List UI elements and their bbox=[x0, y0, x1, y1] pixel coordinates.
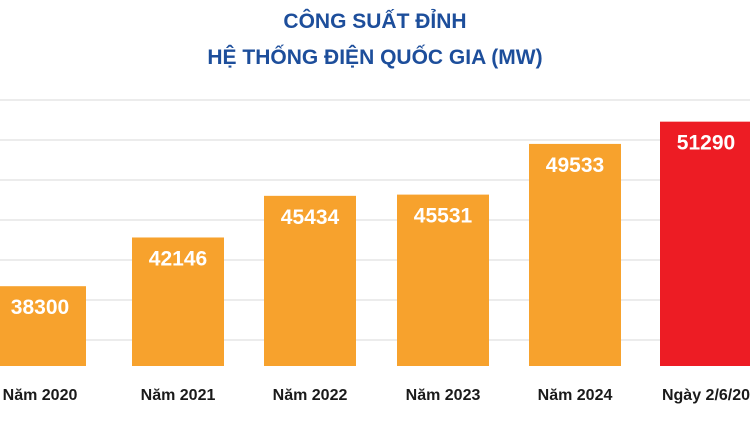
data-label: 45531 bbox=[414, 205, 473, 228]
category-label: Năm 2024 bbox=[538, 387, 613, 404]
category-label: Năm 2023 bbox=[406, 387, 481, 404]
data-label: 51290 bbox=[677, 132, 735, 155]
data-label: 42146 bbox=[149, 247, 207, 270]
category-label: Ngày 2/6/20 bbox=[662, 387, 750, 404]
chart-title-line-2: HỆ THỐNG ĐIỆN QUỐC GIA (MW) bbox=[207, 46, 543, 69]
category-label: Năm 2022 bbox=[273, 387, 348, 404]
data-label: 45434 bbox=[281, 206, 340, 229]
chart-title-line-1: CÔNG SUẤT ĐỈNH bbox=[283, 10, 467, 33]
category-label: Năm 2020 bbox=[3, 387, 78, 404]
bar bbox=[397, 194, 489, 366]
bar bbox=[264, 195, 356, 366]
bar bbox=[0, 286, 86, 366]
data-label: 38300 bbox=[11, 296, 69, 319]
bar bbox=[132, 237, 224, 366]
category-label: Năm 2021 bbox=[141, 387, 216, 404]
bar bbox=[660, 121, 750, 366]
data-label: 49533 bbox=[546, 154, 604, 177]
bar bbox=[529, 143, 621, 366]
